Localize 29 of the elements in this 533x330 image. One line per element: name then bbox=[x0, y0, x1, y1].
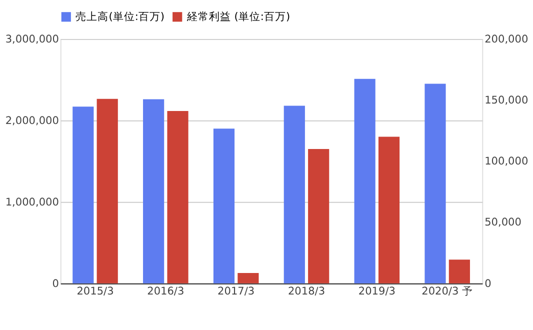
x-tick-label: 2017/3 bbox=[218, 285, 255, 298]
bar bbox=[143, 99, 164, 284]
bar bbox=[284, 106, 305, 284]
y2-tick-label: 150,000 bbox=[484, 94, 528, 106]
bar bbox=[448, 260, 470, 284]
bar bbox=[167, 111, 188, 284]
x-tick-label: 2015/3 bbox=[76, 285, 114, 298]
y-tick-label: 0 bbox=[52, 278, 59, 290]
legend-label: 経常利益 (単位:百万) bbox=[186, 10, 290, 23]
bar bbox=[378, 136, 400, 284]
bar bbox=[424, 84, 446, 284]
x-tick-label: 2016/3 bbox=[147, 285, 184, 298]
y-tick-label: 1,000,000 bbox=[5, 196, 59, 208]
bar bbox=[308, 148, 330, 284]
x-tick-label: 2020/3 予 bbox=[422, 285, 474, 298]
y2-tick-label: 50,000 bbox=[484, 216, 522, 229]
bar bbox=[213, 128, 235, 284]
x-tick-label: 2019/3 bbox=[358, 285, 396, 298]
bar bbox=[96, 98, 118, 284]
y-tick-label: 3,000,000 bbox=[5, 33, 59, 46]
y2-tick-label: 0 bbox=[484, 278, 492, 290]
bar bbox=[354, 78, 376, 284]
y-tick-label: 2,000,000 bbox=[5, 114, 59, 127]
y2-tick-label: 100,000 bbox=[484, 156, 528, 168]
bar bbox=[238, 273, 259, 284]
y2-tick-label: 200,000 bbox=[484, 33, 528, 46]
legend-label: 売上高(単位:百万) bbox=[76, 10, 164, 23]
x-tick-label: 2018/3 bbox=[288, 285, 326, 298]
bar bbox=[72, 106, 94, 284]
